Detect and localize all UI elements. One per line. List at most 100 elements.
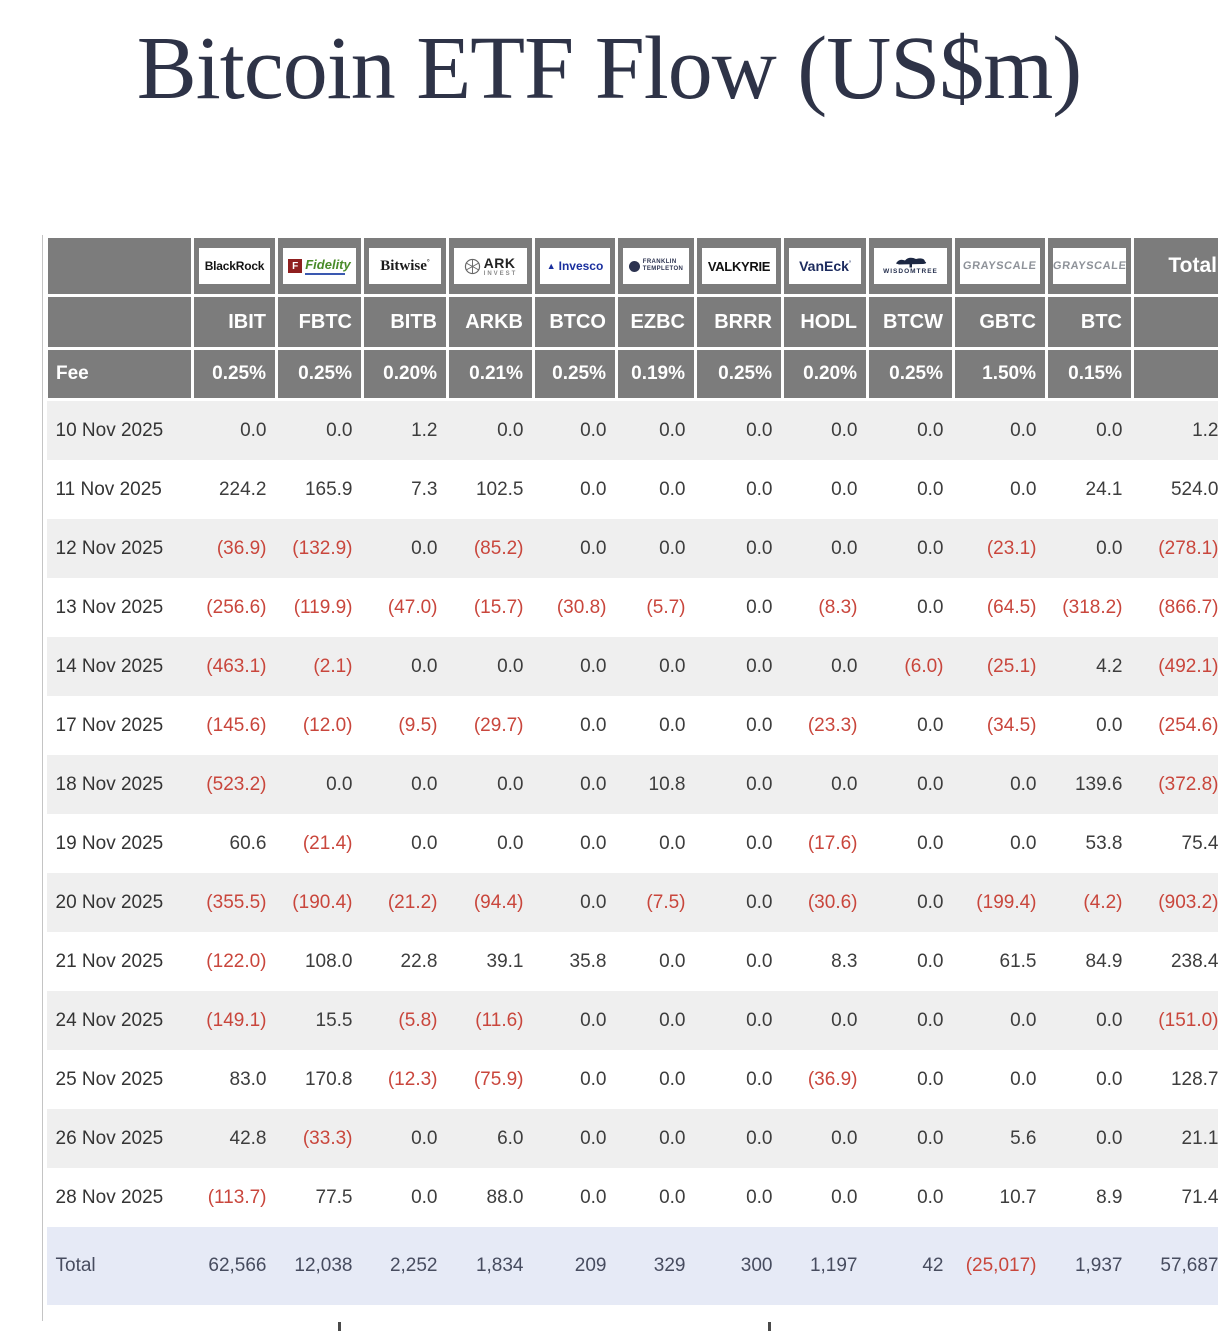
- bitwise-logo: Bitwise°: [380, 258, 429, 275]
- flow-value: 0.0: [534, 991, 617, 1050]
- flow-value: 0.0: [696, 932, 783, 991]
- fidelity-f-icon: F: [288, 259, 302, 273]
- flow-value: 0.0: [1047, 1109, 1133, 1168]
- flow-value: 108.0: [277, 932, 363, 991]
- provider-logo-cell: WISDOMTREE: [868, 237, 954, 296]
- flow-value: 0.0: [696, 991, 783, 1050]
- flow-value: 0.0: [1047, 400, 1133, 461]
- ticker-btcw: BTCW: [868, 296, 954, 349]
- flow-value: 0.0: [448, 637, 534, 696]
- column-total-value: 1,937: [1047, 1227, 1133, 1305]
- flow-value: 10.8: [617, 755, 696, 814]
- flow-value: 0.0: [617, 696, 696, 755]
- flow-value: 22.8: [363, 932, 448, 991]
- flow-value: (523.2): [193, 755, 277, 814]
- flow-value: 0.0: [783, 755, 868, 814]
- flow-value: (463.1): [193, 637, 277, 696]
- flow-value: 60.6: [193, 814, 277, 873]
- flow-value: (122.0): [193, 932, 277, 991]
- flow-value: 5.6: [954, 1109, 1047, 1168]
- flow-value: 0.0: [696, 696, 783, 755]
- flow-value: 0.0: [954, 460, 1047, 519]
- row-date: 13 Nov 2025: [47, 578, 193, 637]
- flow-value: (6.0): [868, 637, 954, 696]
- flow-value: 0.0: [868, 400, 954, 461]
- flow-value: 102.5: [448, 460, 534, 519]
- provider-logo-cell: Bitwise°: [363, 237, 448, 296]
- flow-value: (12.3): [363, 1050, 448, 1109]
- flow-value: 0.0: [534, 400, 617, 461]
- flow-value: 88.0: [448, 1168, 534, 1227]
- row-date: 26 Nov 2025: [47, 1109, 193, 1168]
- fee-bitb: 0.20%: [363, 349, 448, 400]
- flow-value: (94.4): [448, 873, 534, 932]
- flow-value: 0.0: [783, 637, 868, 696]
- row-date: 20 Nov 2025: [47, 873, 193, 932]
- ark-globe-icon: [464, 258, 481, 275]
- row-total-value: 21.1: [1133, 1109, 1218, 1168]
- flow-value: 0.0: [868, 991, 954, 1050]
- flow-value: 0.0: [277, 400, 363, 461]
- row-total-value: 71.4: [1133, 1168, 1218, 1227]
- flow-value: (256.6): [193, 578, 277, 637]
- flow-value: (64.5): [954, 578, 1047, 637]
- fee-fbtc: 0.25%: [277, 349, 363, 400]
- flow-value: 0.0: [363, 1168, 448, 1227]
- logo-box: WISDOMTREE: [874, 248, 947, 284]
- flow-value: (2.1): [277, 637, 363, 696]
- row-date: 17 Nov 2025: [47, 696, 193, 755]
- ticker-btc: BTC: [1047, 296, 1133, 349]
- column-total-value: 300: [696, 1227, 783, 1305]
- flow-value: (119.9): [277, 578, 363, 637]
- flow-value: 0.0: [363, 755, 448, 814]
- logo-box: ▲Invesco: [540, 248, 610, 284]
- flow-value: (30.6): [783, 873, 868, 932]
- total-column-header: Total: [1133, 237, 1218, 296]
- row-date: 12 Nov 2025: [47, 519, 193, 578]
- flow-value: 139.6: [1047, 755, 1133, 814]
- row-date: 14 Nov 2025: [47, 637, 193, 696]
- fee-ibit: 0.25%: [193, 349, 277, 400]
- logo-box: VanEck’: [789, 248, 861, 284]
- flow-value: (47.0): [363, 578, 448, 637]
- fee-row-label: Fee: [47, 349, 193, 400]
- row-date: 18 Nov 2025: [47, 755, 193, 814]
- logo-box: BlackRock: [199, 248, 270, 284]
- provider-logo-cell: VALKYRIE: [696, 237, 783, 296]
- logo-box: GRAYSCALE: [960, 248, 1040, 284]
- flow-value: 0.0: [617, 400, 696, 461]
- flow-value: 0.0: [868, 932, 954, 991]
- flow-value: 0.0: [363, 637, 448, 696]
- flow-value: (33.3): [277, 1109, 363, 1168]
- flow-value: 0.0: [617, 1168, 696, 1227]
- fee-hodl: 0.20%: [783, 349, 868, 400]
- flow-value: (12.0): [277, 696, 363, 755]
- ticker-arkb: ARKB: [448, 296, 534, 349]
- flow-value: 53.8: [1047, 814, 1133, 873]
- flow-value: 8.3: [783, 932, 868, 991]
- fee-arkb: 0.21%: [448, 349, 534, 400]
- row-total-value: 128.7: [1133, 1050, 1218, 1109]
- row-total-value: 1.2: [1133, 400, 1218, 461]
- flow-value: 0.0: [534, 460, 617, 519]
- table-row: 20 Nov 2025(355.5)(190.4)(21.2)(94.4)0.0…: [47, 873, 1218, 932]
- row-total-value: (903.2): [1133, 873, 1218, 932]
- flow-value: 0.0: [868, 1050, 954, 1109]
- flow-value: 0.0: [617, 991, 696, 1050]
- total-row-label: Total: [47, 1227, 193, 1305]
- flow-value: 0.0: [868, 519, 954, 578]
